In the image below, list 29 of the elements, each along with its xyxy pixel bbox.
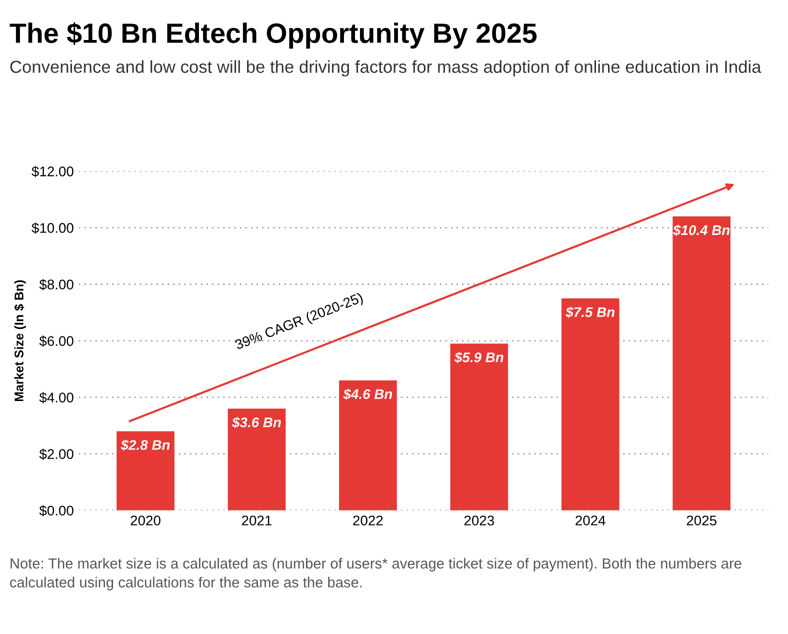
bar [672, 216, 730, 510]
y-axis-title: Market Size (In $ Bn) [14, 280, 26, 402]
bar [339, 380, 397, 510]
y-tick-label: $10.00 [32, 222, 74, 234]
x-tick-label: 2024 [576, 516, 606, 526]
data-label: $7.5 Bn [566, 306, 614, 318]
y-tick-label: $8.00 [39, 278, 74, 290]
x-tick-label: 2023 [464, 516, 494, 526]
bar [116, 431, 174, 510]
x-tick-label: 2022 [353, 516, 383, 526]
y-tick-label: $4.00 [39, 392, 74, 404]
data-label: $2.8 Bn [120, 439, 170, 451]
y-tick-label: $2.00 [39, 448, 74, 460]
chart-subtitle: Convenience and low cost will be the driving factors for mass adoption of online education in India [10, 60, 762, 76]
x-tick-label: 2020 [130, 516, 160, 526]
x-tick-label: 2021 [242, 516, 272, 526]
data-label: $4.6 Bn [343, 388, 392, 400]
y-tick-label: $0.00 [39, 505, 74, 516]
bar [450, 344, 508, 510]
y-tick-label: $6.00 [39, 336, 74, 347]
data-label: $5.9 Bn [454, 352, 504, 364]
chart-title: The $10 Bn Edtech Opportunity By 2025 [10, 22, 537, 49]
data-label: $10.4 Bn [672, 224, 730, 236]
x-tick-label: 2025 [686, 516, 716, 526]
data-label: $3.6 Bn [232, 416, 281, 428]
bar [228, 408, 286, 510]
text: Note: The market size is a calculated as (number of users* average ticket size of payment). Both the numbers are calculated using calculations for the same as the base. [10, 558, 742, 590]
bar [561, 298, 620, 510]
y-tick-label: $12.00 [32, 166, 74, 178]
